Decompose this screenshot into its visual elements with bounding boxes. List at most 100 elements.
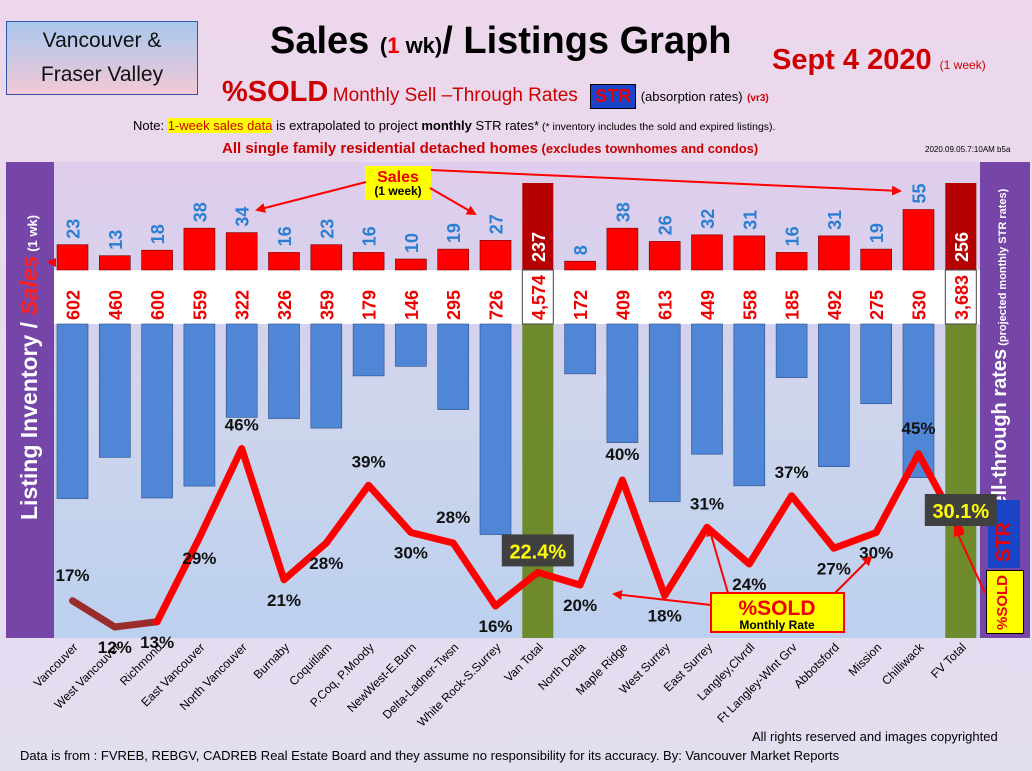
pctsold-callout-label: %SOLD: [738, 597, 815, 620]
total-pct-label: 22.4%: [509, 541, 566, 563]
sales-bar: [860, 248, 893, 271]
inventory-value-label: 409: [613, 290, 633, 320]
note-inventory: (* inventory includes the sold and expir…: [539, 121, 776, 133]
pct-sold-label: 30%: [859, 544, 893, 563]
chart-heading: All single family residential detached h…: [222, 140, 758, 157]
sales-bar: [99, 255, 131, 271]
title-wk: wk): [399, 33, 443, 58]
inventory-bar: [522, 324, 554, 638]
category-label: White Rock-S.Surrey: [415, 640, 504, 729]
total-pct-label: 30.1%: [932, 501, 989, 523]
sales-value-label: 13: [106, 230, 126, 250]
inventory-bar: [352, 323, 385, 377]
sales-bar: [395, 258, 427, 271]
category-label: Burnaby: [251, 640, 293, 682]
chart-title: Sales (1 wk)/ Listings Graph: [270, 20, 732, 63]
sales-value-label: 23: [64, 219, 84, 239]
sales-bar: [902, 209, 935, 271]
pctsold-callout-box: [710, 592, 845, 633]
subtitle: %SOLD Monthly Sell –Through Rates STR (a…: [222, 76, 769, 110]
sales-value-label: 16: [783, 226, 803, 246]
sales-callout-label: Sales: [377, 169, 419, 186]
inventory-bar: [310, 323, 343, 429]
inventory-bar: [691, 323, 723, 455]
category-label: Delta-Ladner-Twsn: [380, 640, 462, 722]
sales-value-label: 8: [571, 245, 591, 255]
sales-bar: [437, 248, 470, 271]
heading-small: (excludes townhomes and condos): [537, 141, 759, 156]
inventory-value-label: 295: [444, 290, 464, 320]
sales-value-label: 256: [952, 232, 972, 262]
note-end: STR rates*: [471, 118, 540, 133]
sales-bar: [818, 235, 850, 271]
sales-bar: [352, 252, 385, 271]
inventory-bar: [479, 323, 512, 535]
total-pct-box: [501, 534, 574, 567]
pct-sold-label: 24%: [732, 575, 766, 594]
sales-value-label: 10: [402, 233, 422, 253]
inventory-value-label: 530: [910, 290, 930, 320]
sales-arrow-north-van: [255, 181, 367, 213]
pct-sold-label: 45%: [901, 419, 935, 438]
category-label: Chilliwack: [879, 640, 927, 688]
pct-sold-label: 20%: [563, 596, 597, 615]
pct-sold-label: 28%: [436, 508, 470, 527]
sales-value-label: 237: [529, 232, 549, 262]
sales-value-label: 55: [910, 183, 930, 203]
inventory-value-label: 172: [571, 290, 591, 320]
inventory-value-label: 275: [867, 290, 887, 320]
inventory-bar: [395, 323, 427, 367]
inventory-bar: [268, 323, 300, 419]
category-label: Abbotsford: [791, 640, 842, 691]
sales-bar: [225, 232, 258, 271]
inventory-bar: [564, 323, 596, 375]
inventory-value-label: 185: [783, 290, 803, 320]
sales-value-label: 18: [148, 224, 168, 244]
pct-sold-label: 16%: [478, 617, 512, 636]
timestamp: 2020.09.05.7:10AM b5a: [925, 145, 1011, 154]
pctsold-arrow-mission: [834, 555, 873, 594]
category-label: Ft Langley-Wlnt Grv: [714, 640, 799, 725]
pct-sold-label: 17%: [55, 566, 89, 585]
inventory-value-label: 602: [64, 290, 84, 320]
pct-sold-label: 46%: [225, 416, 259, 435]
title-paren: (1 wk): [380, 33, 442, 58]
sales-bar: [945, 183, 977, 270]
sales-bar: [183, 227, 216, 271]
report-date: Sept 4 2020 (1 week): [772, 44, 986, 77]
sales-bar: [606, 227, 639, 271]
sales-callout-sub: (1 week): [374, 184, 421, 198]
sales-bar: [310, 244, 343, 271]
pctsold-callout-sub: Monthly Rate: [739, 618, 815, 632]
sales-value-label: 34: [233, 207, 253, 227]
title-paren-open: (: [379, 33, 388, 58]
copyright-note: All rights reserved and images copyright…: [752, 729, 998, 744]
inventory-bar: [183, 323, 216, 487]
inventory-value-label: 4,574: [529, 275, 549, 320]
sales-bar: [564, 260, 596, 271]
sales-bar: [733, 235, 766, 271]
inventory-value-label: 600: [148, 290, 168, 320]
inventory-bar: [648, 323, 681, 503]
inventory-bar: [606, 323, 639, 443]
sales-value-label: 27: [487, 214, 507, 234]
inventory-bar: [775, 323, 808, 378]
inventory-value-label: 460: [106, 290, 126, 320]
sales-value-label: 26: [656, 215, 676, 235]
total-pct-box: [924, 493, 997, 526]
sales-bar: [691, 234, 723, 271]
sales-value-label: 16: [275, 226, 295, 246]
sales-value-label: 19: [867, 223, 887, 243]
left-pointer-icon: [47, 258, 56, 267]
inventory-value-label: 322: [233, 290, 253, 320]
title-one: 1: [387, 33, 400, 58]
subtitle-pct-sold: %SOLD: [222, 76, 329, 108]
sales-value-label: 31: [740, 210, 760, 230]
subtitle-absorption: (absorption rates): [640, 89, 743, 104]
str-badge: STR: [590, 84, 637, 110]
pct-sold-label: 21%: [267, 591, 301, 610]
inventory-value-label: 558: [740, 290, 760, 320]
inventory-bar: [818, 323, 850, 467]
sales-arrow-white-rock: [429, 187, 477, 216]
